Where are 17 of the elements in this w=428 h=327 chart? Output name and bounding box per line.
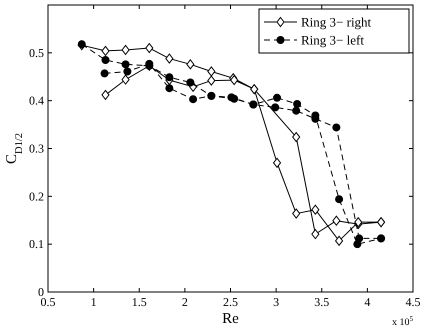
- x-tick-label: 2.5: [223, 295, 238, 309]
- x-axis-title: Re: [222, 311, 240, 327]
- x-tick-label: 1: [90, 295, 97, 309]
- text: x 10$^{5}$: [392, 315, 414, 327]
- y-tick-label: 0.1: [29, 237, 44, 252]
- y-tick-label: 0.4: [29, 94, 44, 108]
- legend-label: Ring 3− left: [301, 32, 364, 48]
- y-tick-label: 0.5: [29, 46, 44, 60]
- y-tick-label: 0.2: [29, 189, 44, 204]
- x-tick-label: 4: [364, 295, 370, 309]
- x-tick-label: 3.5: [314, 295, 330, 309]
- legend-label: Ring 3− right: [301, 14, 372, 30]
- y-tick-label: 0.3: [29, 142, 44, 156]
- x-tick-label: 4.5: [406, 295, 420, 309]
- x-tick-label: 1.5: [132, 295, 147, 309]
- x-tick-label: 3: [273, 295, 280, 309]
- x-tick-label: 2: [182, 295, 188, 309]
